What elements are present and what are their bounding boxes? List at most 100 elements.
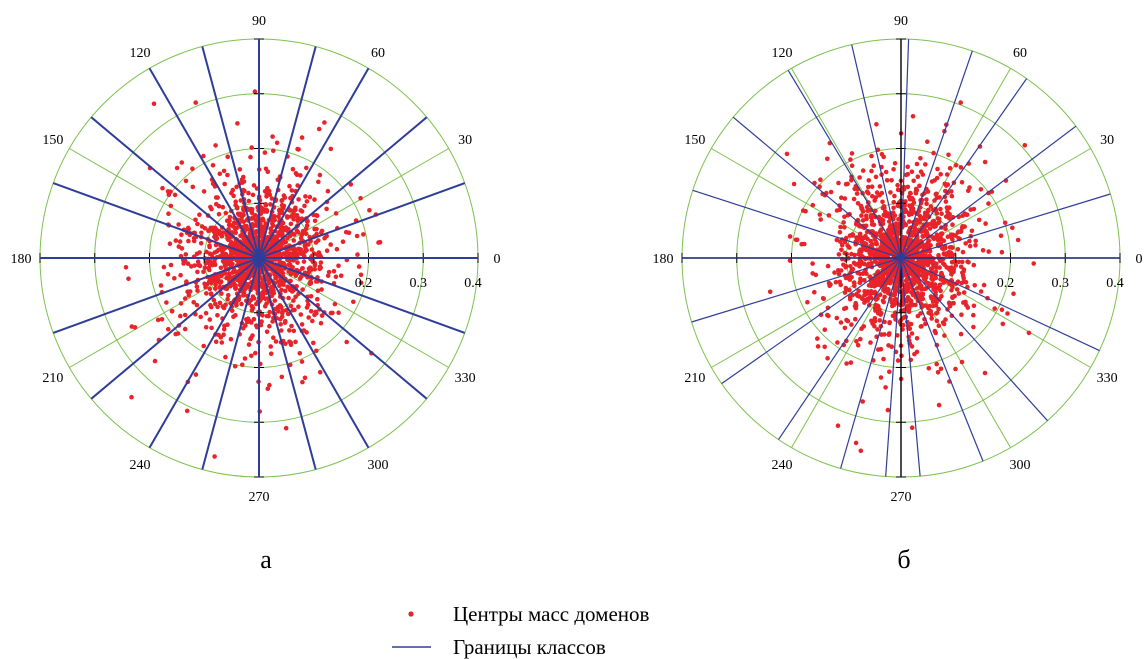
data-point (875, 327, 880, 332)
data-point (857, 175, 862, 180)
data-point (236, 242, 242, 248)
data-point (905, 184, 911, 190)
data-point (307, 194, 313, 200)
data-point (822, 327, 828, 333)
data-point (298, 217, 304, 222)
class-boundary-line (201, 46, 260, 259)
class-boundary-line (900, 78, 1028, 259)
data-point (324, 248, 330, 253)
data-point (922, 260, 928, 265)
data-point (274, 140, 280, 146)
data-point (220, 230, 226, 235)
data-point (280, 225, 286, 231)
data-point (929, 312, 934, 318)
data-point (234, 204, 240, 210)
data-point (288, 303, 294, 309)
data-point (853, 316, 858, 322)
data-point (849, 163, 855, 168)
data-point (920, 233, 925, 239)
data-point (906, 212, 912, 218)
data-point (946, 265, 952, 271)
data-point (862, 241, 867, 246)
data-point (873, 208, 878, 214)
data-point (881, 212, 887, 218)
data-point (891, 205, 896, 211)
data-point (225, 154, 230, 160)
data-point (915, 290, 920, 296)
data-point (253, 277, 258, 283)
data-point (929, 276, 934, 282)
data-point (312, 197, 317, 202)
data-point (239, 215, 244, 221)
data-point (240, 362, 245, 368)
data-point (253, 350, 258, 356)
data-point (860, 209, 866, 214)
data-point (361, 232, 366, 237)
data-point (860, 168, 866, 173)
data-point (929, 179, 935, 184)
angle-tick-label: 270 (249, 490, 270, 505)
data-point (202, 265, 208, 271)
data-point (279, 230, 285, 235)
data-point (907, 203, 912, 208)
data-point (983, 221, 988, 226)
data-point (276, 244, 281, 250)
data-point (230, 224, 236, 229)
data-point (960, 249, 966, 255)
data-point (992, 306, 997, 311)
data-point (871, 279, 877, 285)
data-point (295, 146, 300, 152)
data-point (909, 289, 914, 295)
class-boundary-line (258, 182, 466, 259)
data-point (311, 340, 316, 346)
data-point (937, 265, 942, 270)
data-point (918, 156, 923, 161)
data-point (266, 280, 272, 286)
data-point (237, 211, 243, 217)
data-point (932, 224, 937, 230)
data-point (925, 189, 931, 194)
data-point (204, 291, 209, 296)
data-point (212, 454, 217, 459)
data-point (938, 172, 943, 177)
data-point (986, 201, 991, 206)
data-point (159, 317, 165, 322)
data-point (237, 167, 243, 172)
data-point (825, 356, 830, 361)
data-point (918, 311, 923, 316)
data-point (857, 251, 862, 257)
data-point (869, 184, 875, 189)
data-point (227, 261, 232, 266)
data-point (967, 238, 972, 244)
data-point (221, 168, 227, 174)
data-point (271, 335, 276, 341)
data-point (267, 382, 272, 388)
data-point (866, 283, 872, 288)
data-point (270, 134, 275, 139)
data-point (239, 301, 244, 307)
data-point (207, 286, 213, 292)
data-point (953, 366, 958, 372)
data-point (843, 305, 849, 311)
data-point (253, 230, 258, 236)
data-point (878, 312, 883, 317)
data-point (270, 219, 275, 224)
data-point (924, 197, 929, 202)
data-point (325, 273, 331, 279)
data-point (250, 333, 255, 338)
data-point (348, 182, 354, 187)
data-point (856, 288, 861, 294)
data-point (958, 165, 964, 170)
class-boundary-line (692, 189, 902, 259)
data-point (319, 287, 324, 292)
data-point (351, 299, 356, 305)
data-point (222, 181, 227, 187)
data-point (198, 314, 203, 320)
data-point (161, 264, 167, 270)
data-point (847, 277, 852, 282)
data-point (332, 301, 338, 307)
data-point (950, 237, 955, 242)
panel-label-a: а (260, 545, 272, 574)
data-point (961, 290, 967, 295)
data-point (883, 385, 888, 390)
